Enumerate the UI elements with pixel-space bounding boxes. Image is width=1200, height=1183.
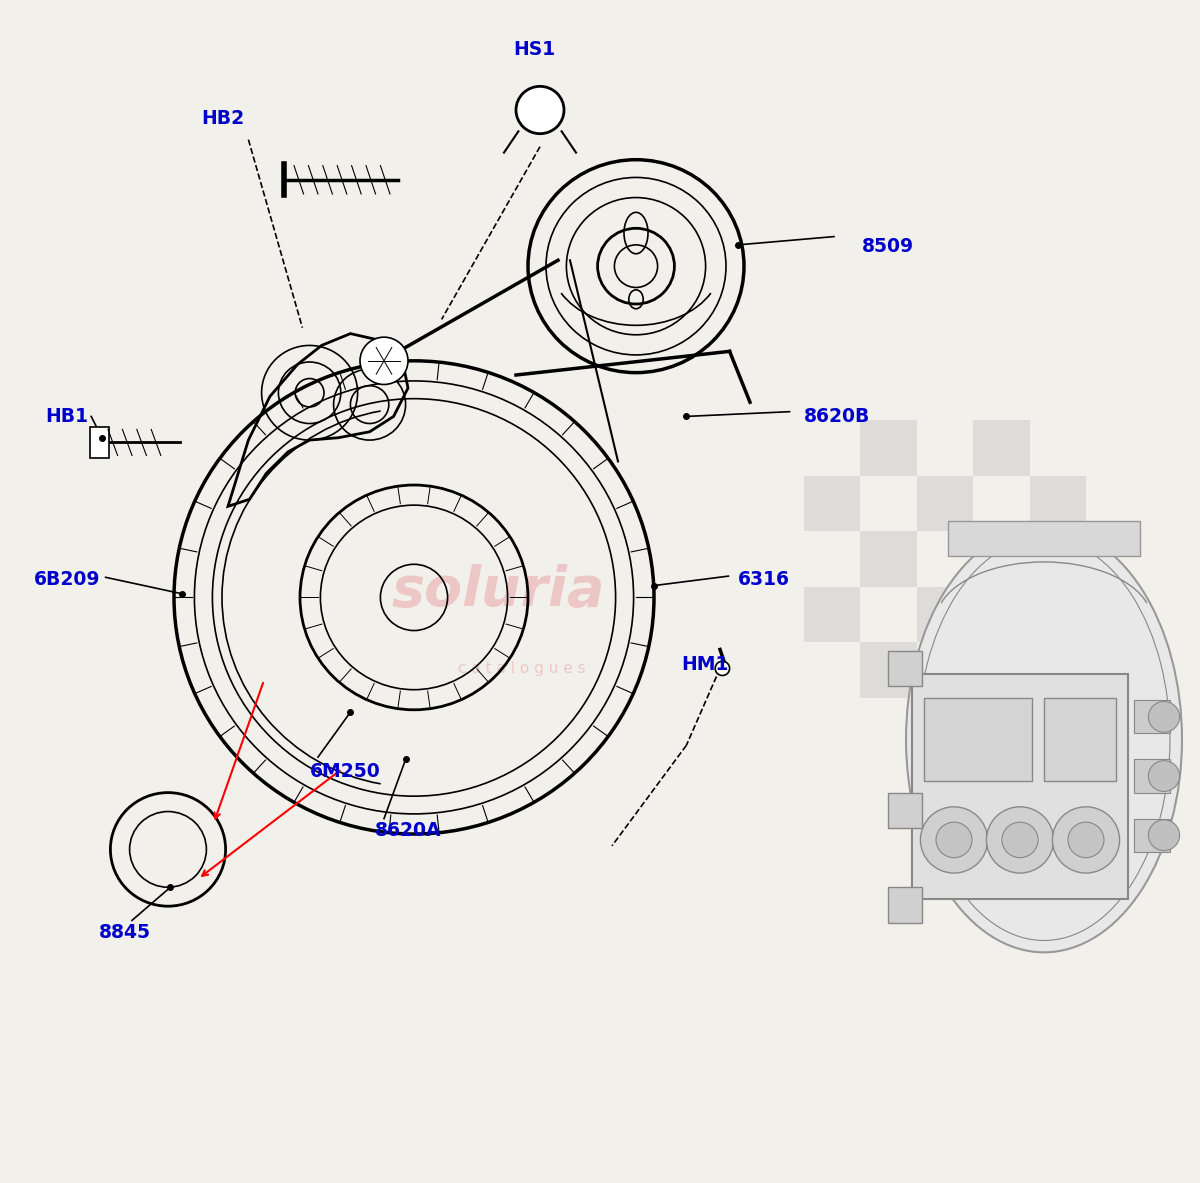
Circle shape: [1052, 807, 1120, 873]
Bar: [1030, 476, 1086, 531]
Text: 6B209: 6B209: [34, 570, 100, 589]
Bar: [860, 587, 917, 642]
Bar: [860, 642, 917, 698]
Bar: [1030, 587, 1086, 642]
Bar: [888, 651, 922, 686]
Bar: [973, 420, 1030, 476]
Circle shape: [920, 807, 988, 873]
Bar: [917, 476, 973, 531]
Bar: [973, 587, 1030, 642]
Bar: [1134, 700, 1170, 733]
Circle shape: [936, 822, 972, 858]
Text: 8620B: 8620B: [804, 407, 870, 426]
Circle shape: [360, 337, 408, 384]
Ellipse shape: [906, 526, 1182, 952]
Circle shape: [1148, 702, 1180, 732]
Bar: [1134, 819, 1170, 852]
Circle shape: [516, 86, 564, 134]
Bar: [804, 531, 860, 587]
Text: soluria: soluria: [391, 564, 605, 619]
Bar: [973, 642, 1030, 698]
Text: 8620A: 8620A: [374, 821, 440, 840]
Bar: [912, 674, 1128, 899]
Text: HB2: HB2: [202, 109, 245, 128]
Bar: [860, 476, 917, 531]
Circle shape: [1148, 761, 1180, 791]
Bar: [1030, 531, 1086, 587]
Bar: [973, 476, 1030, 531]
Circle shape: [1148, 820, 1180, 851]
Circle shape: [986, 807, 1054, 873]
Text: HS1: HS1: [514, 40, 556, 59]
Bar: [804, 420, 860, 476]
Text: 8509: 8509: [862, 237, 913, 256]
Bar: [924, 698, 1032, 781]
Bar: [973, 531, 1030, 587]
Bar: [90, 427, 109, 458]
Bar: [948, 521, 1140, 556]
Bar: [917, 587, 973, 642]
Text: HM1: HM1: [682, 655, 728, 674]
Bar: [917, 420, 973, 476]
Bar: [888, 793, 922, 828]
Bar: [860, 531, 917, 587]
Bar: [804, 642, 860, 698]
Circle shape: [1002, 822, 1038, 858]
Bar: [804, 587, 860, 642]
Text: c a t a l o g u e s: c a t a l o g u e s: [458, 661, 586, 675]
Bar: [1030, 642, 1086, 698]
Text: 8845: 8845: [98, 923, 150, 942]
Bar: [917, 642, 973, 698]
Bar: [1044, 698, 1116, 781]
Bar: [917, 531, 973, 587]
Circle shape: [1068, 822, 1104, 858]
Circle shape: [715, 661, 730, 675]
Bar: [860, 420, 917, 476]
Bar: [1134, 759, 1170, 793]
Text: 6M250: 6M250: [310, 762, 380, 781]
Text: HB1: HB1: [46, 407, 89, 426]
Bar: [1030, 420, 1086, 476]
Bar: [888, 887, 922, 923]
Bar: [804, 476, 860, 531]
Text: 6316: 6316: [738, 570, 790, 589]
